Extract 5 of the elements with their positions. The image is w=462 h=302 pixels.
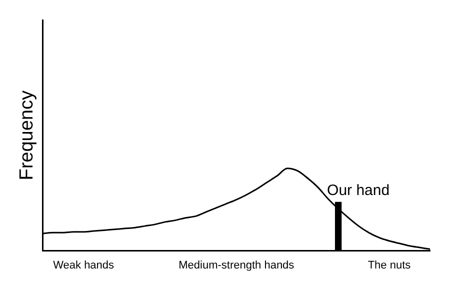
series-label: Our hand [327, 182, 390, 199]
x-tick-label: Weak hands [53, 259, 115, 272]
y-axis-title: Frequency [16, 90, 38, 180]
x-tick-label: The nuts [368, 259, 412, 272]
x-tick-label: Medium-strength hands [178, 259, 295, 272]
